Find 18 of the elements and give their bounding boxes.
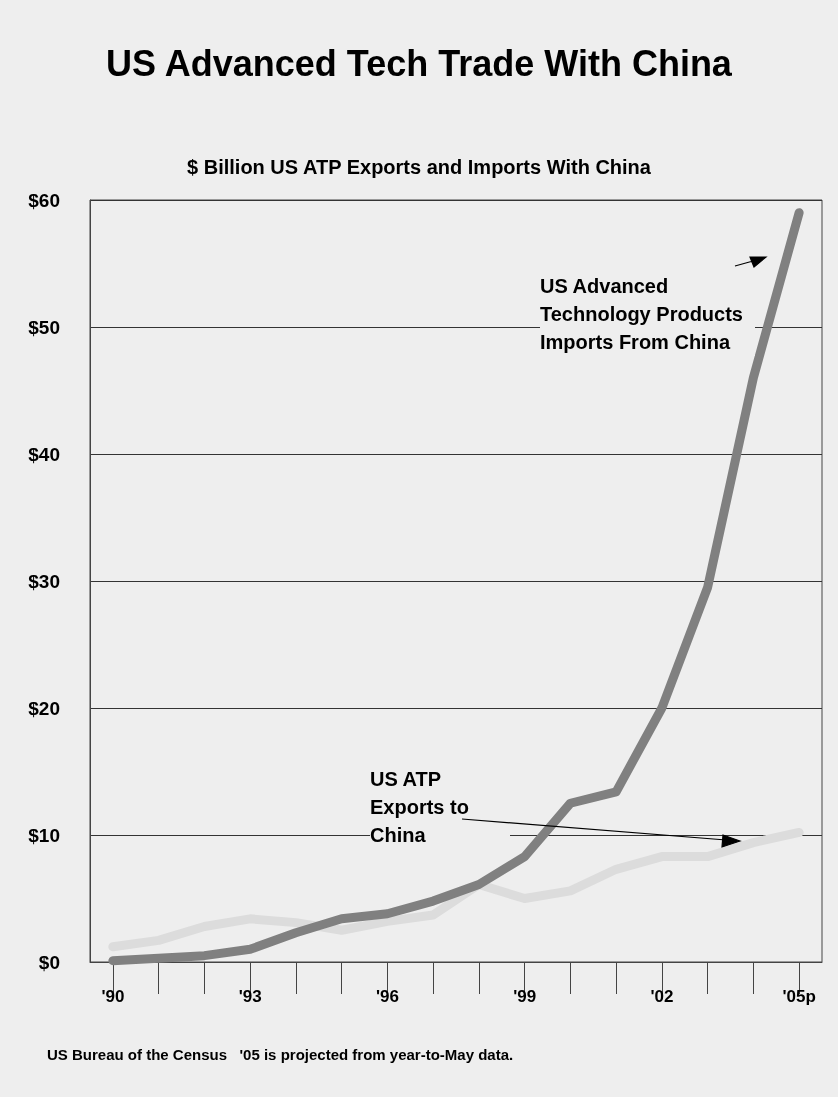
y-tick-label: $20 xyxy=(28,697,60,719)
y-tick-label: $60 xyxy=(28,189,60,211)
x-tick-label: '05p xyxy=(782,987,816,1006)
x-tick-label: '02 xyxy=(650,987,674,1006)
chart-title: US Advanced Tech Trade With China xyxy=(106,42,733,84)
x-tick-label: '90 xyxy=(101,987,125,1006)
x-tick-label: '93 xyxy=(238,987,262,1006)
chart-subtitle: $ Billion US ATP Exports and Imports With China xyxy=(187,156,652,178)
y-tick-label: $50 xyxy=(28,316,60,338)
x-tick-label: '99 xyxy=(513,987,537,1006)
y-tick-label: $10 xyxy=(28,824,60,846)
y-tick-label: $0 xyxy=(38,951,60,973)
y-tick-label: $30 xyxy=(28,570,60,592)
series-label: US ATP Exports to China xyxy=(370,768,475,846)
text: US Bureau of the Census '05 is projected from year-to-May data. xyxy=(47,1046,514,1063)
series-label: US Advanced Technology Products Imports From China xyxy=(540,275,749,353)
y-tick-label: $40 xyxy=(28,443,60,465)
x-tick-label: '96 xyxy=(375,987,399,1006)
